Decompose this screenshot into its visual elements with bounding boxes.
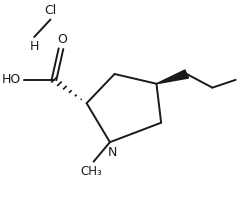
Text: Cl: Cl [44,4,56,17]
Text: HO: HO [2,73,21,86]
Text: N: N [107,146,117,159]
Text: CH₃: CH₃ [80,165,102,178]
Text: O: O [57,33,67,46]
Polygon shape [156,70,188,84]
Text: H: H [30,40,39,53]
